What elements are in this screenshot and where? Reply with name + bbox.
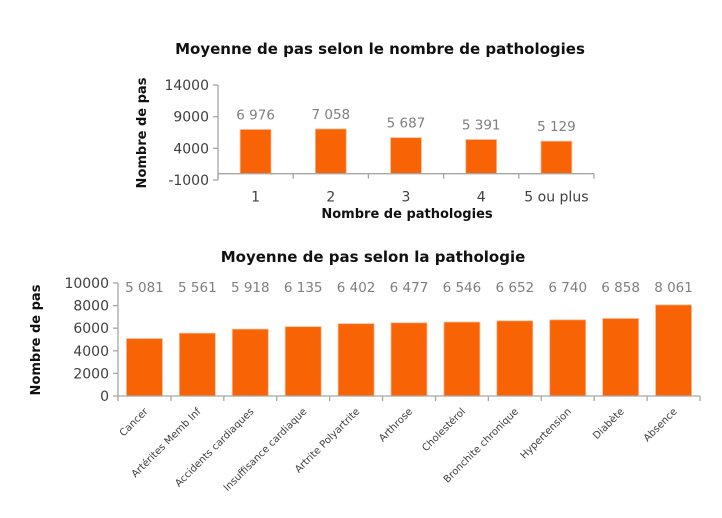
chart1-y-axis-title: Nombre de pas xyxy=(135,77,150,188)
y-tick-label: 2000 xyxy=(73,366,109,382)
data-label: 6 402 xyxy=(337,280,376,296)
data-label: 6 477 xyxy=(390,280,429,296)
bar-art-rites-memb-inf xyxy=(178,332,216,397)
x-tick-label: 4 xyxy=(477,190,486,206)
chart1-x-axis-title: Nombre de pathologies xyxy=(321,207,493,222)
x-tick-label: Diabète xyxy=(591,406,627,442)
x-tick-label: Cholestérol xyxy=(420,406,468,454)
bar-cholest-rol xyxy=(443,321,481,397)
x-tick-label: 5 ou plus xyxy=(524,190,588,206)
data-label: 5 687 xyxy=(387,116,426,132)
bar-1 xyxy=(239,129,272,175)
data-label: 8 061 xyxy=(654,280,693,296)
chart1-title: Moyenne de pas selon le nombre de pathol… xyxy=(175,40,585,58)
bar-cancer xyxy=(126,338,163,397)
chart1-x-tick-labels: 1 2 3 4 5 ou plus xyxy=(251,190,588,206)
bar-4 xyxy=(465,139,498,175)
x-tick-label: 1 xyxy=(251,190,260,206)
chart2-axes xyxy=(117,283,701,401)
y-tick-label: 4000 xyxy=(73,344,109,360)
data-label: 5 561 xyxy=(178,280,217,296)
x-tick-label: Hypertension xyxy=(519,406,574,461)
bar-insuffisance-cardiaque xyxy=(284,326,322,397)
y-tick-label: 8000 xyxy=(73,299,109,315)
y-tick-label: 9000 xyxy=(173,110,209,126)
data-label: 5 081 xyxy=(125,280,164,296)
y-tick-label: 0 xyxy=(100,389,109,405)
bar-bronchite-chronique xyxy=(496,320,534,397)
bar-hypertension xyxy=(549,319,587,397)
x-tick-label: 3 xyxy=(402,190,411,206)
x-tick-label: Absence xyxy=(642,406,680,444)
data-label: 6 740 xyxy=(548,280,587,296)
y-tick-label: -1000 xyxy=(168,173,209,189)
chart-pathology-count: Moyenne de pas selon le nombre de pathol… xyxy=(135,40,595,222)
bar-5-ou-plus xyxy=(540,140,573,175)
y-tick-label: 6000 xyxy=(73,321,109,337)
y-tick-label: 4000 xyxy=(173,141,209,157)
data-label: 7 058 xyxy=(311,107,350,123)
bar-2 xyxy=(314,128,347,175)
chart1-bars xyxy=(239,128,573,175)
bar-accidents-cardiaques xyxy=(231,328,269,397)
chart2-title: Moyenne de pas selon la pathologie xyxy=(221,248,526,266)
bar-diab-te xyxy=(602,318,640,397)
data-label: 6 652 xyxy=(495,280,534,296)
bar-absence xyxy=(655,304,692,397)
data-label: 6 976 xyxy=(236,107,275,123)
x-tick-label: Cancer xyxy=(118,406,151,439)
chart1-axes xyxy=(217,85,595,180)
bar-artrite-polyartrite xyxy=(337,323,375,397)
data-label: 5 918 xyxy=(231,280,270,296)
chart1-data-labels: 6 976 7 058 5 687 5 391 5 129 xyxy=(236,107,575,135)
chart1-y-ticks: -1000 4000 9000 14000 xyxy=(164,78,218,189)
x-tick-label: Arthrose xyxy=(377,406,415,444)
chart2-y-axis-title: Nombre de pas xyxy=(29,284,44,395)
bar-3 xyxy=(390,137,422,175)
chart2-bars xyxy=(126,304,692,397)
chart2-y-ticks: 0 2000 4000 6000 8000 10000 xyxy=(64,276,118,405)
data-label: 6 858 xyxy=(601,280,640,296)
chart-pathology-type: Moyenne de pas selon la pathologie Nombr… xyxy=(29,248,701,494)
data-label: 6 135 xyxy=(284,280,323,296)
data-label: 6 546 xyxy=(443,280,482,296)
data-label: 5 391 xyxy=(462,118,501,134)
data-label: 5 129 xyxy=(537,119,576,135)
chart2-data-labels: 5 081 5 561 5 918 6 135 6 402 6 477 6 546 6 652… xyxy=(125,280,693,296)
x-tick-label: 2 xyxy=(326,190,335,206)
y-tick-label: 14000 xyxy=(164,78,209,94)
y-tick-label: 10000 xyxy=(64,276,109,292)
bar-arthrose xyxy=(390,322,428,397)
